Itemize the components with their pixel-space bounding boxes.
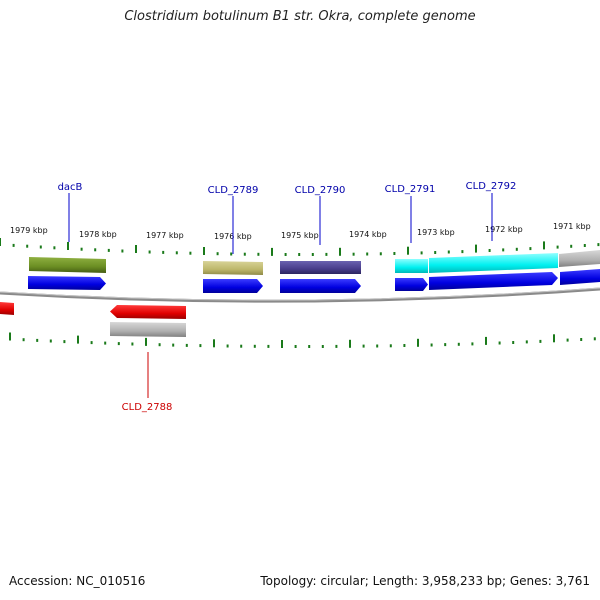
scale-ticks-top [0,238,600,256]
cds-dacb-arrow[interactable] [28,276,106,290]
feature-cld2791-block[interactable] [395,259,428,273]
accession-text: Accession: NC_010516 [9,574,146,588]
cds-cld2789-arrow[interactable] [203,279,263,293]
genome-summary-text: Topology: circular; Length: 3,958,233 bp… [260,574,590,588]
cds-prev-reverse[interactable] [0,302,14,315]
cds-cld2790-arrow[interactable] [280,279,361,293]
feature-track-outer [29,250,600,275]
gene-label-cld2789[interactable]: CLD_2789 [208,185,259,196]
scale-label-1973: 1973 kbp [417,228,455,237]
scale-label-1978: 1978 kbp [79,230,117,239]
scale-label-1979: 1979 kbp [10,226,48,235]
gene-labels: dacB CLD_2789 CLD_2790 CLD_2791 CLD_2792… [58,181,517,413]
scale-ticks-bottom [9,332,596,348]
scale-label-1977: 1977 kbp [146,231,184,240]
feature-cld2789-block[interactable] [203,261,263,275]
gene-label-dacb[interactable]: dacB [58,182,83,193]
label-leaders [68,193,493,398]
cds-cld2791-arrow[interactable] [395,278,428,291]
feature-cld2790-block[interactable] [280,261,361,274]
gene-label-cld2792[interactable]: CLD_2792 [466,181,517,192]
cds-cld2792-arrow[interactable] [429,272,558,290]
feature-cld2792-block[interactable] [429,253,558,273]
cds-cld2788-arrow[interactable] [110,305,186,319]
scale-label-1975: 1975 kbp [281,231,319,240]
gene-label-cld2788[interactable]: CLD_2788 [122,402,173,413]
reverse-cds-track [0,302,186,337]
feature-next-block[interactable] [559,250,600,267]
gene-label-cld2791[interactable]: CLD_2791 [385,184,436,195]
genome-backbone-highlight [0,287,600,301]
cds-next-arrow[interactable] [560,269,600,285]
feature-dacb-block[interactable] [29,257,106,273]
forward-cds-track [28,269,600,293]
scale-label-1971: 1971 kbp [553,222,591,231]
feature-cld2788-block[interactable] [110,322,186,337]
gene-label-cld2790[interactable]: CLD_2790 [295,185,346,196]
genome-backbone [0,287,600,303]
scale-label-1972: 1972 kbp [485,225,523,234]
map-title: Clostridium botulinum B1 str. Okra, comp… [124,9,476,24]
scale-label-1974: 1974 kbp [349,230,387,239]
scale-labels: 1979 kbp 1978 kbp 1977 kbp 1976 kbp 1975… [10,222,591,241]
